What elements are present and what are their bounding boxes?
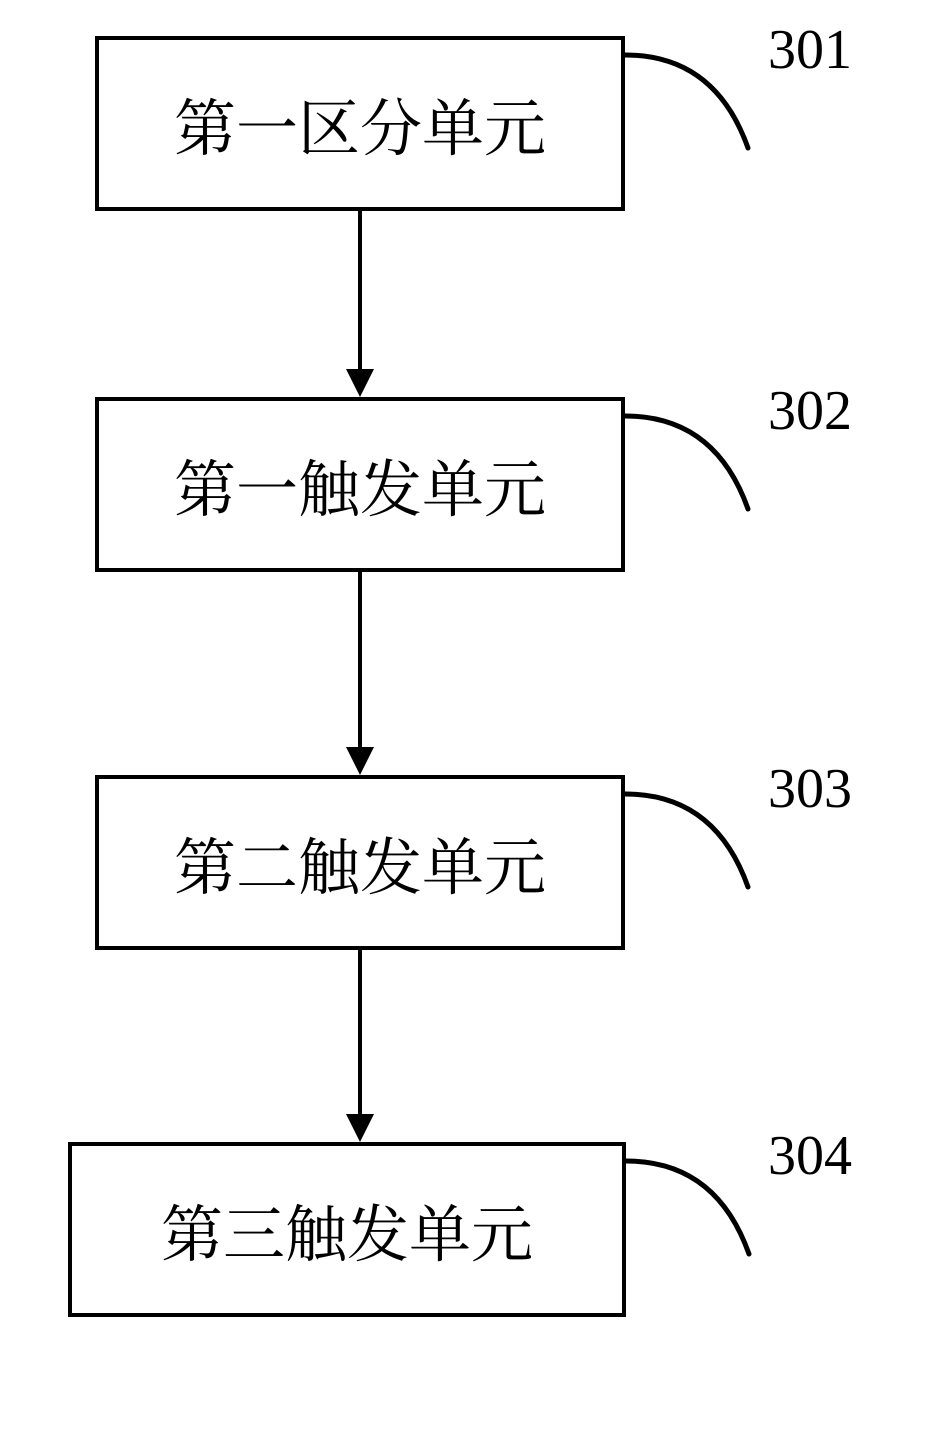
node-4: 第三触发单元	[68, 1142, 626, 1317]
node-1-text: 第一区分单元	[174, 79, 546, 168]
node-4-text: 第三触发单元	[161, 1185, 533, 1274]
flowchart-canvas: 第一区分单元 301 第一触发单元 302 第二触发单元 303 第三触发单元 …	[0, 0, 951, 1448]
node-3: 第二触发单元	[95, 775, 625, 950]
node-3-label: 303	[768, 757, 852, 821]
node-3-text: 第二触发单元	[174, 818, 546, 907]
node-2-text: 第一触发单元	[174, 440, 546, 529]
node-1: 第一区分单元	[95, 36, 625, 211]
node-2: 第一触发单元	[95, 397, 625, 572]
node-4-label: 304	[768, 1124, 852, 1188]
node-2-label: 302	[768, 379, 852, 443]
node-1-label: 301	[768, 18, 852, 82]
